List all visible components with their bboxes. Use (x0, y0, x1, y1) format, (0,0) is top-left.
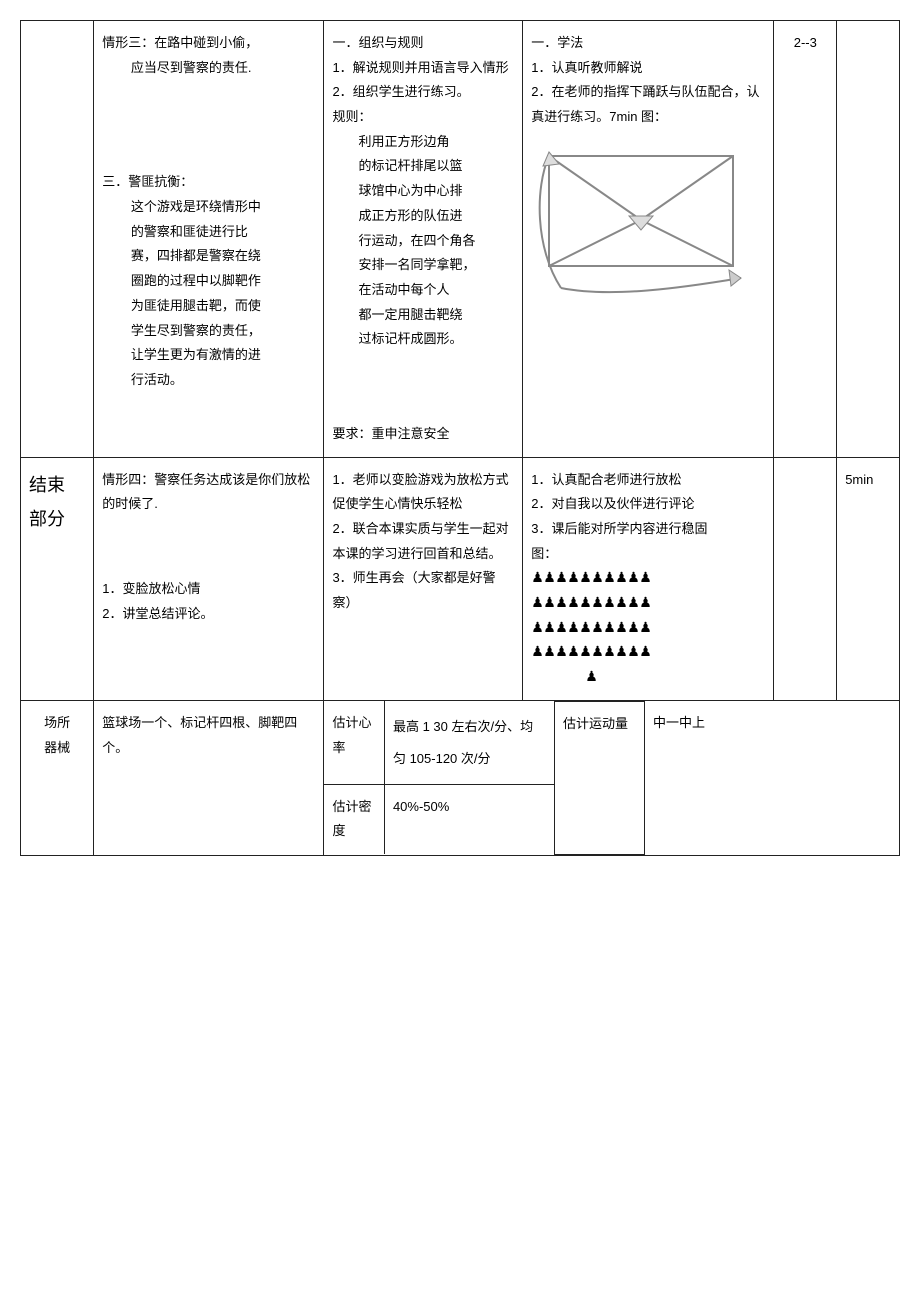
line: 器械 (29, 736, 85, 761)
closing-teacher: 1．老师以变脸游戏为放松方式促使学生心情快乐轻松 2．联合本课实质与学生一起对本… (324, 457, 523, 700)
load-value: 中一中上 (644, 701, 899, 854)
equipment-label: 场所 器械 (21, 700, 94, 855)
line: 行运动，在四个角各 (358, 229, 514, 254)
metrics-container: 估计心率 最高 1 30 左右次/分、均匀 105-120 次/分 估计运动量 … (324, 700, 900, 855)
line: 1．老师以变脸游戏为放松方式促使学生心情快乐轻松 (332, 468, 514, 517)
hr-label: 估计心率 (324, 701, 384, 784)
line: 3．师生再会（大家都是好警察） (332, 566, 514, 615)
line: 3．课后能对所学内容进行稳固 (531, 517, 765, 542)
duration: 5min (837, 457, 900, 700)
hr-value: 最高 1 30 左右次/分、均匀 105-120 次/分 (384, 701, 554, 784)
line: 2．在老师的指挥下踊跃与队伍配合，认真进行练习。7min 图： (531, 80, 765, 129)
line: 2．讲堂总结评论。 (102, 602, 315, 627)
line: 规则： (332, 105, 514, 130)
learning-method: 一．学法 1．认真听教师解说 2．在老师的指挥下踊跃与队伍配合，认真进行练习。7… (523, 21, 774, 458)
envelope-diagram-icon (531, 138, 751, 308)
load-label: 估计运动量 (554, 701, 644, 854)
line: 行活动。 (102, 368, 315, 393)
line: 球馆中心为中心排 (358, 179, 514, 204)
line: 场所 (29, 711, 85, 736)
blank (774, 457, 837, 700)
metrics-table: 估计心率 最高 1 30 左右次/分、均匀 105-120 次/分 估计运动量 … (324, 701, 899, 855)
line: 2．对自我以及伙伴进行评论 (531, 492, 765, 517)
line: 情形四：警察任务达成该是你们放松的时候了. (102, 468, 315, 517)
line: 过标记杆成圆形。 (358, 327, 514, 352)
content-scenario3: 情形三：在路中碰到小偷， 应当尽到警察的责任. 三．警匪抗衡： 这个游戏是环绕情… (94, 21, 324, 458)
closing-content: 情形四：警察任务达成该是你们放松的时候了. 1．变脸放松心情 2．讲堂总结评论。 (94, 457, 324, 700)
line: 2．联合本课实质与学生一起对本课的学习进行回首和总结。 (332, 517, 514, 566)
row-equipment: 场所 器械 篮球场一个、标记杆四根、脚靶四个。 估计心率 最高 1 30 左右次… (21, 700, 900, 855)
formation-diagram (531, 138, 765, 308)
line: 都一定用腿击靶绕 (358, 303, 514, 328)
line: 1．认真配合老师进行放松 (531, 468, 765, 493)
reps: 2--3 (774, 21, 837, 458)
line: 1．解说规则并用语言导入情形 (332, 56, 514, 81)
density-label: 估计密度 (324, 784, 384, 854)
row-main-activity: 情形三：在路中碰到小偷， 应当尽到警察的责任. 三．警匪抗衡： 这个游戏是环绕情… (21, 21, 900, 458)
line: 赛，四排都是警察在绕 (102, 244, 315, 269)
line: 三．警匪抗衡： (102, 170, 315, 195)
org-rules: 一．组织与规则 1．解说规则并用语言导入情形 2．组织学生进行练习。 规则： 利… (324, 21, 523, 458)
stage-line: 部分 (29, 502, 85, 536)
lesson-plan-table: 情形三：在路中碰到小偷， 应当尽到警察的责任. 三．警匪抗衡： 这个游戏是环绕情… (20, 20, 900, 856)
line: 圈跑的过程中以脚靶作 (102, 269, 315, 294)
line: 在活动中每个人 (358, 278, 514, 303)
stage-blank (21, 21, 94, 458)
heading: 一．学法 (531, 31, 765, 56)
line: 利用正方形边角 (358, 130, 514, 155)
line: 成正方形的队伍进 (358, 204, 514, 229)
line: 的警察和匪徒进行比 (102, 220, 315, 245)
equipment-value: 篮球场一个、标记杆四根、脚靶四个。 (94, 700, 324, 855)
blank (837, 21, 900, 458)
line: 2．组织学生进行练习。 (332, 80, 514, 105)
line: 图： (531, 542, 765, 567)
people-formation-icon: ♟♟♟♟♟♟♟♟♟♟♟♟♟♟♟♟♟♟♟♟♟♟♟♟♟♟♟♟♟♟♟♟♟♟♟♟♟♟♟♟… (531, 566, 765, 689)
line: 为匪徒用腿击靶，而使 (102, 294, 315, 319)
density-value: 40%-50% (384, 784, 554, 854)
heading: 一．组织与规则 (332, 31, 514, 56)
requirement: 要求：重申注意安全 (332, 422, 514, 447)
line: 情形三：在路中碰到小偷， (102, 31, 315, 56)
line: 1．认真听教师解说 (531, 56, 765, 81)
stage-line: 结束 (29, 468, 85, 502)
row-closing: 结束 部分 情形四：警察任务达成该是你们放松的时候了. 1．变脸放松心情 2．讲… (21, 457, 900, 700)
line: 应当尽到警察的责任. (102, 56, 315, 81)
line: 这个游戏是环绕情形中 (102, 195, 315, 220)
line: 让学生更为有激情的进 (102, 343, 315, 368)
stage-closing-label: 结束 部分 (21, 457, 94, 700)
line: 安排一名同学拿靶， (358, 253, 514, 278)
line: 1．变脸放松心情 (102, 577, 315, 602)
closing-student: 1．认真配合老师进行放松 2．对自我以及伙伴进行评论 3．课后能对所学内容进行稳… (523, 457, 774, 700)
line: 学生尽到警察的责任， (102, 319, 315, 344)
line: 的标记杆排尾以篮 (358, 154, 514, 179)
